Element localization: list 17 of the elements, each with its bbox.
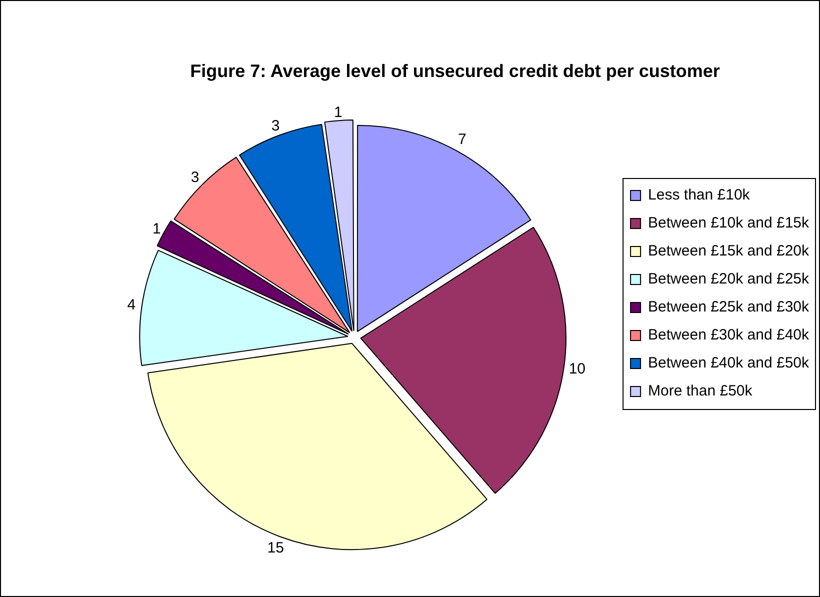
data-label: 4 — [127, 296, 136, 314]
data-label: 7 — [458, 130, 466, 148]
legend-label: Between £40k and £50k — [648, 354, 810, 372]
legend-label: Between £30k and £40k — [648, 326, 810, 344]
legend-label: More than £50k — [648, 382, 753, 400]
legend-label: Between £10k and £15k — [648, 214, 810, 232]
data-label: 10 — [568, 360, 586, 378]
legend-label: Between £25k and £30k — [648, 298, 810, 316]
data-label: 1 — [152, 220, 161, 238]
data-label: 3 — [190, 169, 200, 186]
chart-title: Figure 7: Average level of unsecured credit debt per customer — [190, 60, 720, 81]
data-label: 3 — [271, 117, 280, 134]
legend-label: Between £15k and £20k — [648, 242, 810, 260]
data-label: 15 — [267, 539, 284, 556]
legend-label: Between £20k and £25k — [648, 270, 810, 288]
legend-label: Less than £10k — [648, 186, 750, 204]
data-label: 1 — [334, 104, 342, 121]
